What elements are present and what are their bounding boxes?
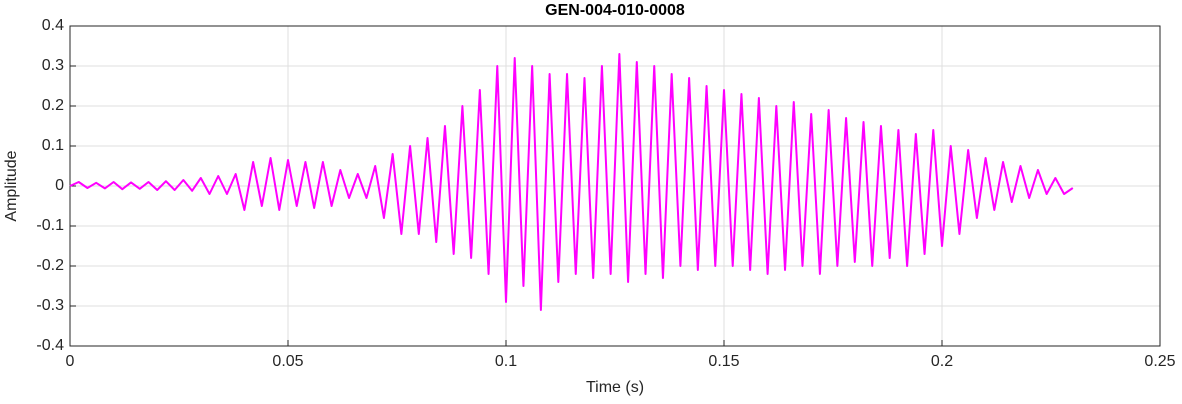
- waveform-line: [69, 53, 1074, 311]
- y-tick-label: -0.4: [36, 337, 64, 354]
- y-tick-label: 0.3: [42, 57, 64, 74]
- x-tick-label: 0: [66, 353, 75, 370]
- y-tick-label: -0.3: [36, 297, 64, 314]
- y-tick-label: 0.4: [42, 17, 64, 34]
- x-tick-label: 0.2: [931, 353, 953, 370]
- y-tick-label: 0.2: [42, 97, 64, 114]
- chart-title: GEN-004-010-0008: [545, 2, 685, 19]
- y-axis-label: Amplitude: [3, 150, 20, 221]
- x-tick-label: 0.25: [1144, 353, 1175, 370]
- x-tick-label: 0.15: [708, 353, 739, 370]
- y-tick-label: -0.2: [36, 257, 64, 274]
- y-tick-label: -0.1: [36, 217, 64, 234]
- x-axis-label: Time (s): [586, 379, 644, 396]
- y-tick-label: 0: [55, 177, 64, 194]
- y-tick-label: 0.1: [42, 137, 64, 154]
- x-tick-label: 0.1: [495, 353, 517, 370]
- x-tick-label: 0.05: [272, 353, 303, 370]
